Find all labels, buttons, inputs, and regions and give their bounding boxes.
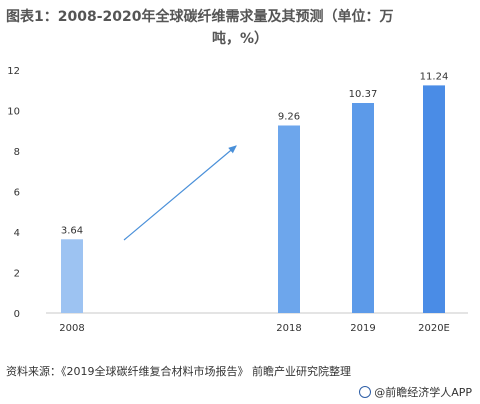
bar-2020E [423,85,445,313]
y-tick-label: 8 [14,147,20,158]
data-label: 9.26 [278,111,300,122]
chart-title-line1: 图表1：2008-2020年全球碳纤维需求量及其预测（单位：万 [6,9,394,25]
data-label: 11.24 [420,71,449,82]
data-label: 10.37 [349,89,378,100]
source-note: 资料来源：《2019全球碳纤维复合材料市场报告》 前瞻产业研究院整理 [6,365,351,378]
brand-text: @前瞻经济学人APP [374,386,472,399]
bar-2019 [352,103,374,313]
brand-logo-icon [359,386,372,398]
y-tick-label: 0 [14,309,20,320]
y-tick-label: 12 [7,66,20,77]
chart-title: 图表1：2008-2020年全球碳纤维需求量及其预测（单位：万 吨，%） [4,6,476,50]
bar-2008 [61,239,83,313]
y-tick-label: 10 [7,107,20,118]
x-tick-label: 2008 [59,323,84,334]
x-tick-label: 2018 [276,323,301,334]
y-tick-label: 6 [14,188,20,199]
brand-watermark: @前瞻经济学人APP [359,384,472,400]
trend-arrow [123,145,237,241]
x-tick-label: 2020E [418,323,450,334]
chart-title-line2: 吨，%） [211,31,269,47]
x-tick-label: 2019 [350,323,375,334]
bar-chart: 0 2 4 6 8 10 12 3.64 2008 9.26 2018 10.37 2019 11.24… [7,66,468,334]
bars: 3.64 2008 9.26 2018 10.37 2019 11.24 2020E [59,71,450,334]
y-axis: 0 2 4 6 8 10 12 [7,66,20,320]
data-label: 3.64 [61,225,83,236]
bar-2018 [278,125,300,313]
y-tick-label: 2 [14,269,20,280]
y-tick-label: 4 [14,228,20,239]
